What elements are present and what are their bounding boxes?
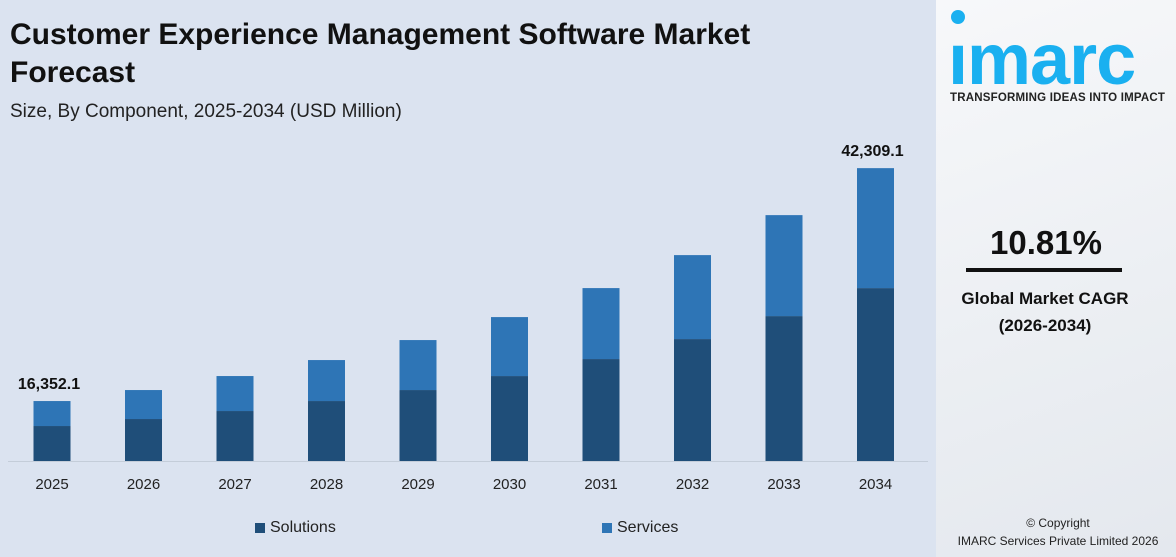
x-tick-label: 2027 <box>218 476 251 493</box>
bar-solutions-2033 <box>765 316 803 461</box>
legend-services: Services <box>602 519 678 537</box>
bar-solutions-2034 <box>857 288 894 461</box>
cagr-value: 10.81% <box>990 224 1102 261</box>
cagr-label-line1: Global Market CAGR <box>961 289 1129 308</box>
bar-services-2029 <box>399 340 437 391</box>
stacked-bar-chart: 2025 16,352.1 2026 2027 2028 2029 2030 2031 2032… <box>8 143 928 493</box>
cagr-label-line2: (2026-2034) <box>998 316 1092 335</box>
x-tick-label: 2029 <box>401 476 434 493</box>
bar-services-2032 <box>674 255 711 340</box>
imarc-logo: ımarc <box>948 10 1136 90</box>
bar-solutions-2027 <box>216 411 254 461</box>
x-tick-label: 2033 <box>767 476 800 493</box>
bar-services-2025 <box>33 401 71 427</box>
x-tick-label: 2025 <box>35 476 68 493</box>
bar-services-2026 <box>125 390 162 420</box>
legend-label-solutions: Solutions <box>270 519 336 536</box>
bar-services-2033 <box>765 215 803 317</box>
bar-solutions-2028 <box>308 401 345 461</box>
x-tick-label: 2031 <box>584 476 617 493</box>
data-label-2025: 16,352.1 <box>18 376 80 393</box>
bar-solutions-2026 <box>125 419 162 461</box>
legend-label-services: Services <box>617 519 679 536</box>
data-label-2034: 42,309.1 <box>841 143 903 160</box>
info-panel <box>936 0 1176 557</box>
cagr-label: Global Market CAGR (2026-2034) <box>950 285 1140 339</box>
bar-services-2028 <box>308 360 345 402</box>
bar-services-2030 <box>491 317 528 377</box>
bar-solutions-2031 <box>582 359 620 461</box>
x-tick-label: 2034 <box>859 476 892 493</box>
cagr-divider <box>966 268 1122 272</box>
bar-solutions-2032 <box>674 339 711 461</box>
page-title: Customer Experience Management Software … <box>10 18 751 89</box>
x-tick-label: 2028 <box>310 476 343 493</box>
bar-services-2027 <box>216 376 254 412</box>
brand-tagline: TRANSFORMING IDEAS INTO IMPACT <box>950 92 1166 104</box>
copyright: © Copyright IMARC Services Private Limit… <box>940 514 1176 550</box>
bar-solutions-2029 <box>399 390 437 461</box>
legend-swatch-services <box>602 523 612 533</box>
bar-services-2031 <box>582 288 620 360</box>
legend-swatch-solutions <box>255 523 265 533</box>
x-tick-label: 2030 <box>493 476 526 493</box>
x-tick-label: 2032 <box>676 476 709 493</box>
bar-solutions-2025 <box>33 426 71 461</box>
legend-solutions: Solutions <box>255 519 336 537</box>
copyright-line2: IMARC Services Private Limited 2026 <box>957 534 1159 548</box>
copyright-line1: © Copyright <box>1026 516 1090 530</box>
svg-text:ımarc: ımarc <box>948 20 1135 90</box>
bar-services-2034 <box>857 168 894 289</box>
chart-subtitle: Size, By Component, 2025-2034 (USD Milli… <box>10 101 402 122</box>
bar-solutions-2030 <box>491 376 528 461</box>
x-tick-label: 2026 <box>127 476 160 493</box>
